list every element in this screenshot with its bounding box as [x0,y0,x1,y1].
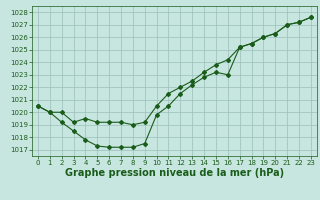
X-axis label: Graphe pression niveau de la mer (hPa): Graphe pression niveau de la mer (hPa) [65,168,284,178]
